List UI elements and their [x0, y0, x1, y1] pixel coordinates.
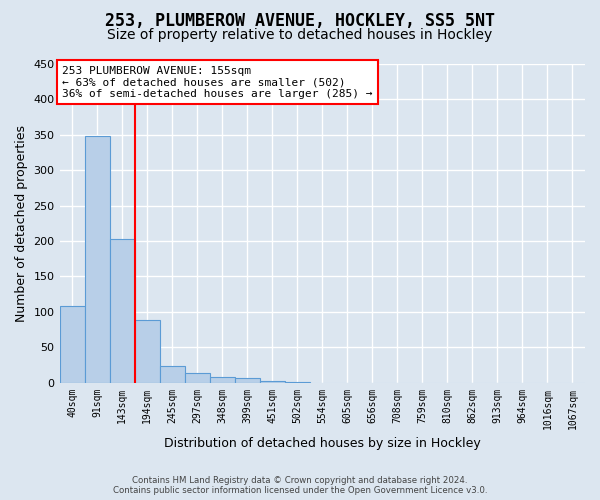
Bar [235, 378, 260, 382]
Bar [85, 136, 110, 382]
X-axis label: Distribution of detached houses by size in Hockley: Distribution of detached houses by size … [164, 437, 481, 450]
Bar [209, 377, 235, 382]
Text: 253, PLUMBEROW AVENUE, HOCKLEY, SS5 5NT: 253, PLUMBEROW AVENUE, HOCKLEY, SS5 5NT [105, 12, 495, 30]
Text: Size of property relative to detached houses in Hockley: Size of property relative to detached ho… [107, 28, 493, 42]
Bar [260, 380, 285, 382]
Text: Contains HM Land Registry data © Crown copyright and database right 2024.
Contai: Contains HM Land Registry data © Crown c… [113, 476, 487, 495]
Bar [59, 306, 85, 382]
Bar [160, 366, 185, 382]
Bar [134, 320, 160, 382]
Text: 253 PLUMBEROW AVENUE: 155sqm
← 63% of detached houses are smaller (502)
36% of s: 253 PLUMBEROW AVENUE: 155sqm ← 63% of de… [62, 66, 373, 99]
Bar [185, 373, 209, 382]
Y-axis label: Number of detached properties: Number of detached properties [15, 125, 28, 322]
Bar [110, 239, 134, 382]
